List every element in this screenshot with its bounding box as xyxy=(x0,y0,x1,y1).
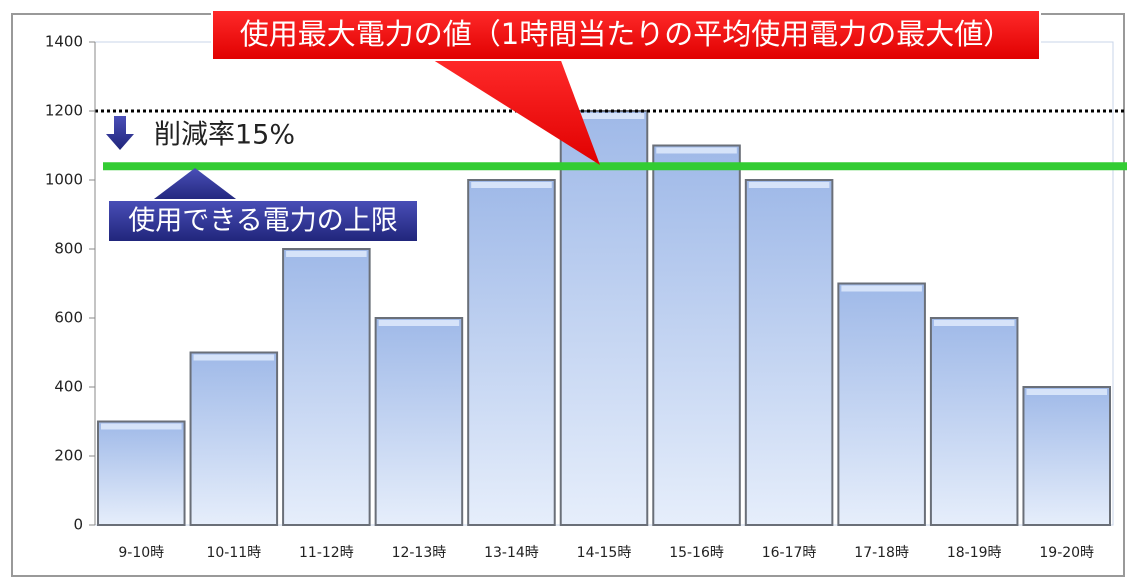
y-tick-label: 1400 xyxy=(45,33,83,51)
x-tick-label: 19-20時 xyxy=(1039,545,1094,561)
x-tick-label: 10-11時 xyxy=(206,545,261,561)
bar-highlight xyxy=(748,182,830,188)
limit-callout-box xyxy=(107,199,419,243)
bar xyxy=(189,351,279,526)
y-tick-label: 0 xyxy=(73,516,83,534)
reduction-arrow xyxy=(106,116,134,150)
bar xyxy=(374,317,464,526)
bar xyxy=(929,317,1019,526)
bar-highlight xyxy=(193,354,275,361)
bar-highlight xyxy=(471,182,552,188)
x-tick-label: 15-16時 xyxy=(669,545,724,561)
bar xyxy=(467,179,556,526)
peak-callout-text: 使用最大電力の値（1時間当たりの平均使用電力の最大値） xyxy=(240,17,1012,51)
y-tick-label: 800 xyxy=(54,240,83,258)
bar xyxy=(652,144,741,526)
x-tick-label: 9-10時 xyxy=(118,545,164,561)
bar xyxy=(282,248,371,526)
y-tick-label: 600 xyxy=(54,309,83,327)
x-tick-label: 13-14時 xyxy=(484,545,539,561)
bar-highlight xyxy=(933,320,1015,326)
y-tick-label: 400 xyxy=(54,378,83,396)
bar-highlight xyxy=(656,147,737,154)
bar-highlight xyxy=(378,320,460,326)
bar-highlight xyxy=(563,113,645,119)
y-tick-label: 200 xyxy=(54,447,83,465)
x-tick-label: 16-17時 xyxy=(762,545,817,561)
y-tick-label: 1000 xyxy=(45,171,83,189)
limit-callout-pointer xyxy=(150,168,240,202)
x-tick-label: 12-13時 xyxy=(392,545,447,561)
x-tick-label: 17-18時 xyxy=(854,545,909,561)
bar-highlight xyxy=(101,423,182,430)
bar xyxy=(837,282,926,526)
bar-highlight xyxy=(286,251,367,257)
bar xyxy=(744,179,834,526)
bar xyxy=(1022,386,1111,526)
peak-callout-pointer xyxy=(430,58,600,165)
y-tick-label: 1200 xyxy=(45,102,83,120)
peak-callout-box xyxy=(211,9,1041,61)
reduction-label: 削減率15% xyxy=(154,120,295,151)
bar xyxy=(559,110,649,526)
bar-highlight xyxy=(841,285,922,292)
x-tick-label: 14-15時 xyxy=(577,545,632,561)
bar xyxy=(97,420,186,526)
bar-highlight xyxy=(1026,389,1107,395)
x-tick-label: 18-19時 xyxy=(947,545,1002,561)
limit-callout-text: 使用できる電力の上限 xyxy=(128,206,397,237)
x-tick-label: 11-12時 xyxy=(299,545,354,561)
